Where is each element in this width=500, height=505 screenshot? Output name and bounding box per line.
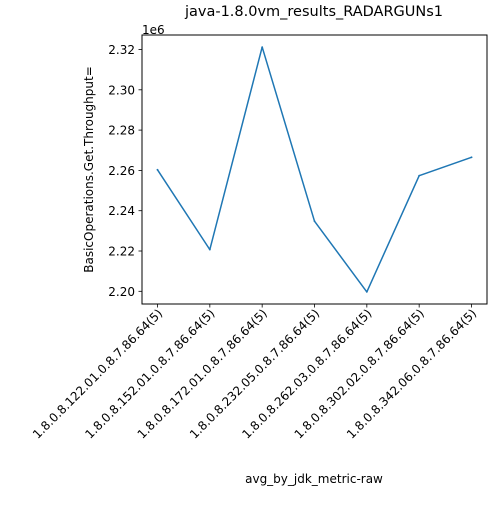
x-axis-ticks: 1.8.0.8.122.01.0.8.7.86.64(5)1.8.0.8.152… [30, 304, 479, 442]
series-line [156, 46, 473, 293]
series-group [156, 46, 473, 293]
y-axis-offset-label: 1e6 [142, 23, 165, 37]
x-axis-label: avg_by_jdk_metric-raw [245, 472, 383, 486]
y-tick-label: 2.24 [108, 204, 135, 218]
data-point [156, 168, 159, 171]
plot-area-frame [141, 34, 488, 305]
data-point [470, 156, 473, 159]
data-point [208, 248, 211, 251]
y-tick-label: 2.30 [108, 83, 135, 97]
data-point [365, 291, 368, 293]
y-tick-label: 2.26 [108, 164, 135, 178]
y-tick-label: 2.20 [108, 285, 135, 299]
data-point [261, 46, 264, 48]
y-tick-label: 2.28 [108, 124, 135, 138]
y-axis-label: BasicOperations.Get.Throughput= [82, 66, 96, 273]
y-tick-label: 2.32 [108, 43, 135, 57]
y-axis-ticks: 2.20 2.22 2.24 2.26 2.28 2.30 2.32 [108, 43, 142, 299]
data-point [418, 174, 421, 177]
chart-title: java-1.8.0vm_results_RADARGUNs1 [184, 4, 443, 20]
y-tick-label: 2.22 [108, 245, 135, 259]
data-point [313, 220, 316, 223]
